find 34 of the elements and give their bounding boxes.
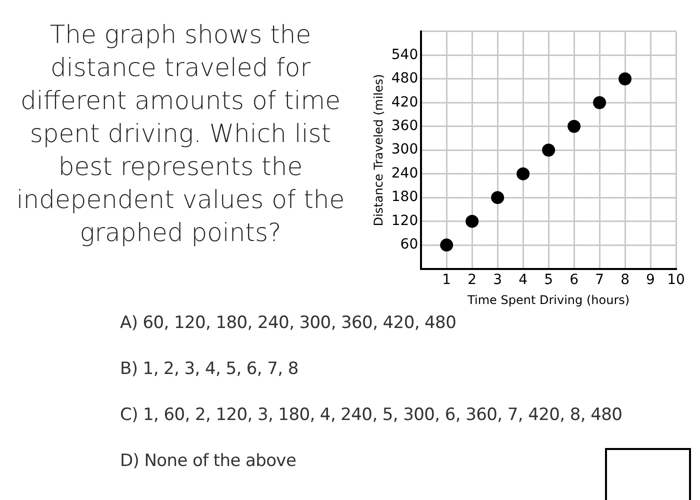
x-tick-label: 10: [667, 272, 685, 288]
text: The graph shows the distance traveled for different amounts of time spent driving. Which list best represents the independent values of the graphed points?: [15, 19, 346, 249]
y-tick-label: 540: [391, 46, 418, 63]
y-tick-label: 180: [391, 189, 418, 206]
x-tick-label: 6: [570, 272, 579, 288]
point: [542, 144, 556, 157]
x-tick-label: 2: [468, 272, 477, 288]
text: C) 1, 60, 2, 120, 3, 180, 4, 240, 5, 300, 6, 360, 7, 420, 8, 480: [120, 404, 622, 427]
y-tick-label: 420: [391, 94, 418, 110]
text: B) 1, 2, 3, 4, 5, 6, 7, 8: [120, 358, 300, 381]
text: D) None of the above: [120, 450, 298, 473]
x-tick-label: 9: [646, 272, 655, 288]
x-tick-label: 5: [544, 272, 554, 288]
y-tick-label: 300: [391, 142, 418, 158]
point: [491, 191, 504, 204]
point: [593, 96, 606, 110]
x-tick-label: 3: [493, 272, 502, 288]
x-axis-title: Time Spent Driving (hours): [466, 292, 630, 307]
point: [440, 238, 454, 252]
y-tick-label: 360: [391, 118, 418, 134]
y-tick-label: 60: [400, 236, 418, 253]
text: A) 60, 120, 180, 240, 300, 360, 420, 480: [120, 313, 456, 333]
x-tick-label: 8: [620, 272, 630, 288]
y-tick-label: 480: [391, 70, 418, 87]
y-tick-label: 120: [391, 212, 418, 229]
y-tick-label: 240: [391, 165, 418, 182]
point: [618, 72, 632, 86]
point: [568, 120, 581, 133]
y-axis-title: Distance Traveled (miles): [371, 74, 386, 226]
x-tick-label: 1: [442, 272, 452, 288]
point: [466, 214, 479, 228]
x-tick-label: 7: [595, 272, 604, 288]
point: [516, 167, 530, 180]
x-tick-label: 4: [518, 272, 528, 288]
